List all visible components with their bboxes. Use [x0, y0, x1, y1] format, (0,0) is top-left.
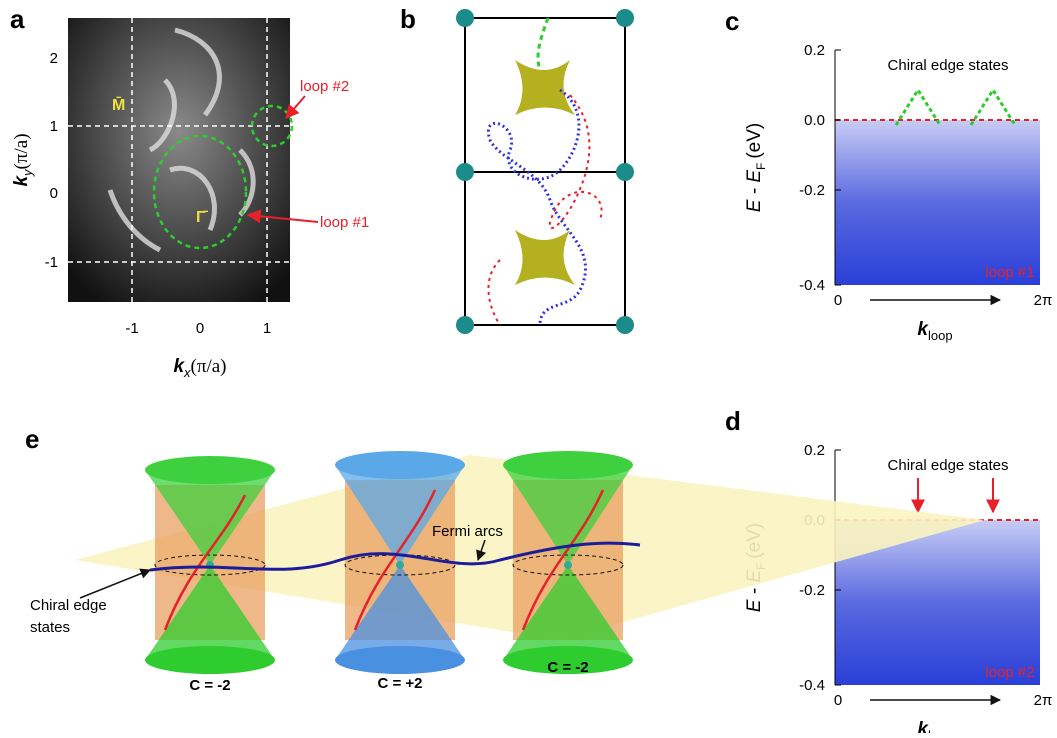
charge-label: C = +2 [377, 675, 422, 692]
text-part: (eV) [744, 123, 765, 159]
annotation: Fermi arcs [432, 523, 503, 540]
y-tick-label: -0.2 [799, 582, 825, 599]
y-tick-label: 0.2 [804, 442, 825, 459]
x-tick-label: 0 [834, 292, 842, 309]
spectrum [835, 120, 1040, 285]
node [396, 561, 404, 569]
text-part: loop [928, 328, 953, 343]
y-tick-label: -0.2 [799, 182, 825, 199]
y-ticks: 2 1 0 -1 [45, 50, 58, 271]
charge-label: C = -2 [189, 677, 230, 694]
x-tick-label: 0 [196, 320, 204, 337]
x-tick-label: 2π [1034, 292, 1053, 309]
text-part: F [754, 163, 768, 170]
panel-label: d [725, 406, 741, 436]
x-axis-label: kloop [917, 319, 952, 343]
annotation: loop #2 [300, 78, 349, 95]
annotation: Chiral edge [30, 597, 107, 614]
arrow [80, 570, 150, 598]
cone-rim [335, 451, 465, 479]
panel-label: a [10, 4, 25, 34]
annotation: loop #1 [320, 214, 369, 231]
cone-rim [335, 646, 465, 674]
y-tick-label: -1 [45, 254, 58, 271]
loop-label: loop #1 [985, 264, 1034, 281]
cone-rim [145, 646, 275, 674]
cone-rim [145, 456, 275, 484]
y-axis-label: E - EF (eV) [744, 123, 768, 212]
x-ticks: -1 0 1 [125, 320, 271, 337]
point-label: M̄ [112, 95, 125, 114]
x-tick-label: 0 [834, 692, 842, 709]
cone-rim [503, 451, 633, 479]
y-axis-label: ky(π/a) [11, 133, 35, 186]
x-tick-label: 1 [263, 320, 271, 337]
charge-label: C = -2 [547, 659, 588, 676]
y-tick-label: -0.4 [799, 277, 825, 294]
node [564, 561, 572, 569]
panel-label: e [25, 424, 39, 454]
y-tick-label: 2 [50, 50, 58, 67]
panel-label: c [725, 6, 739, 36]
annotation: Chiral edge states [888, 457, 1009, 474]
x-tick-label: 2π [1034, 692, 1053, 709]
y-tick-label: 0 [50, 185, 58, 202]
panel-c: c 0.2 0.0 -0.2 -0.4 0 2π Chiral edge states loop… [725, 6, 1052, 343]
annotation: states [30, 619, 70, 636]
text-part: loop [928, 728, 953, 733]
x-tick-label: -1 [125, 320, 138, 337]
figure: a M̄ Γ̄ loop #2 loop #1 210-1 -101 ky(π/… [0, 0, 1057, 733]
y-tick-label: 1 [50, 118, 58, 135]
annotation: Chiral edge states [888, 57, 1009, 74]
text-part: E - E [744, 170, 765, 213]
y-tick-label: 0.0 [804, 112, 825, 129]
cones: C = -2 C = +2 C = -2 [145, 451, 633, 694]
x-axis-label: kloop [917, 719, 952, 733]
panel-label: b [400, 4, 416, 34]
loop-label: loop #2 [985, 664, 1034, 681]
y-tick-label: -0.4 [799, 677, 825, 694]
x-axis-label: kx(π/a) [173, 356, 226, 380]
y-tick-label: 0.2 [804, 42, 825, 59]
arpes-map [68, 18, 290, 302]
